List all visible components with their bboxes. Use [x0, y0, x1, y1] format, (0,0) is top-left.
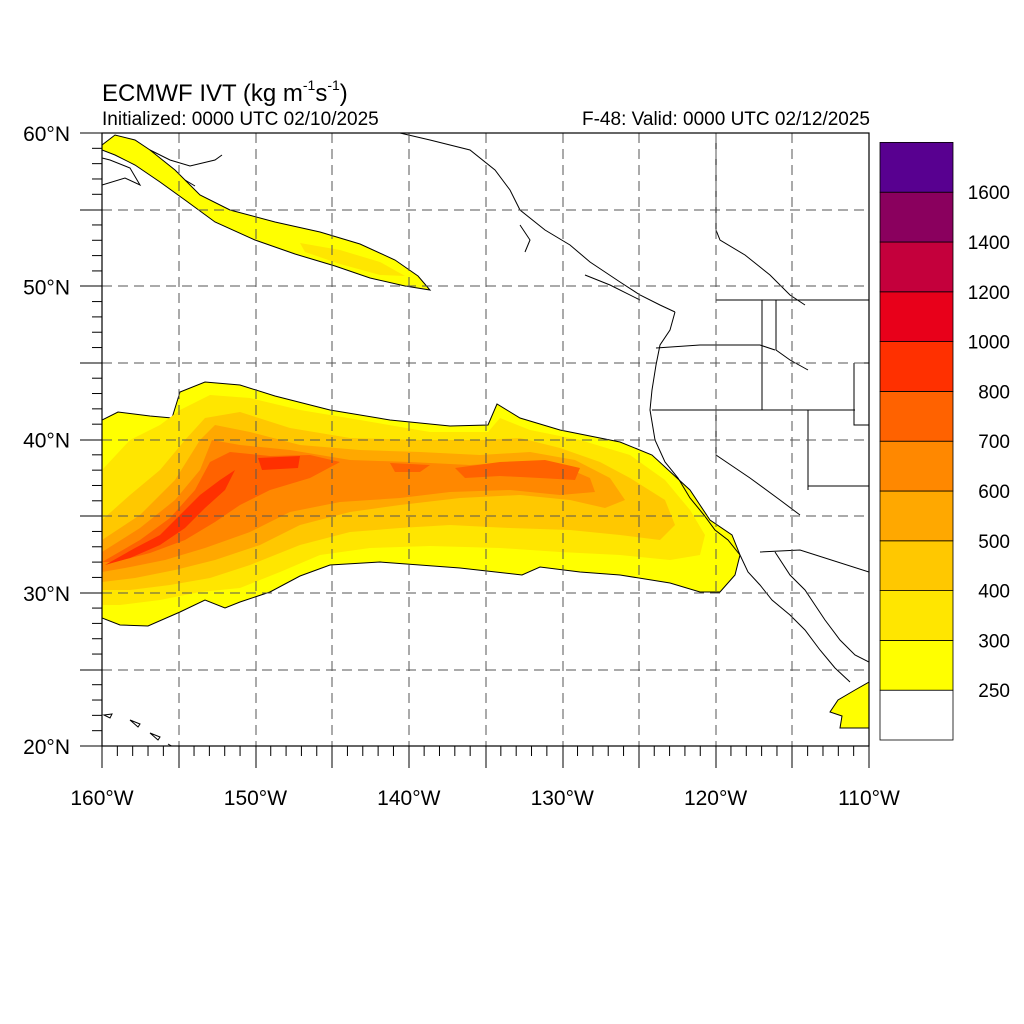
colorbar-swatch [879, 490, 954, 542]
axis-ticks [80, 132, 870, 768]
lat-tick-label: 60°N [23, 123, 70, 146]
valid-time-label: F-48: Valid: 0000 UTC 02/12/2025 [582, 109, 870, 130]
lat-tick-label: 40°N [23, 430, 70, 453]
colorbar-label: 1000 [968, 333, 1010, 354]
colorbar-swatch [879, 191, 954, 243]
colorbar-swatch [879, 341, 954, 392]
init-time-label: Initialized: 0000 UTC 02/10/2025 [102, 109, 379, 130]
lat-lon-grid [102, 133, 869, 746]
colorbar-label: 1400 [968, 233, 1010, 254]
map-title: ECMWF IVT (kg m-1s-1) [102, 77, 348, 107]
colorbar-swatch [879, 141, 954, 193]
colorbar-label: 1600 [968, 183, 1010, 204]
colorbar-label: 400 [978, 582, 1010, 603]
colorbar-label: 1200 [968, 283, 1010, 304]
lon-tick-label: 140°W [377, 787, 440, 810]
colorbar-swatch [879, 291, 954, 342]
lat-tick-label: 30°N [23, 583, 70, 606]
lon-tick-label: 120°W [684, 787, 747, 810]
colorbar: 250 300 400 500 600 700 800 1000 1200 1400 1600 [879, 141, 1010, 741]
colorbar-label: 600 [978, 482, 1010, 503]
lon-tick-label: 160°W [70, 787, 133, 810]
colorbar-swatch [879, 440, 954, 492]
colorbar-swatch [879, 590, 954, 641]
ivt-mexico-corner [829, 681, 869, 729]
colorbar-swatch [879, 540, 954, 591]
lat-tick-label: 20°N [23, 736, 70, 759]
ivt-shading [102, 134, 869, 729]
colorbar-label: 250 [978, 681, 1010, 702]
lon-tick-labels: 160°W 150°W 140°W 130°W 120°W 110°W [70, 787, 900, 810]
colorbar-swatch [879, 390, 954, 442]
colorbar-label: 800 [978, 382, 1010, 403]
coastlines [102, 133, 869, 746]
colorbar-swatch [879, 640, 954, 691]
colorbar-swatch [879, 241, 954, 293]
colorbar-label: 700 [978, 432, 1010, 453]
colorbar-label: 300 [978, 631, 1010, 652]
colorbar-label: 500 [978, 532, 1010, 553]
ivt-plume-north [102, 134, 432, 291]
lon-tick-label: 130°W [531, 787, 594, 810]
lon-tick-label: 110°W [838, 787, 900, 810]
lat-tick-label: 50°N [23, 276, 70, 299]
lat-tick-labels: 60°N 50°N 40°N 30°N 20°N [23, 123, 70, 759]
colorbar-swatch [879, 689, 954, 741]
lon-tick-label: 150°W [224, 787, 287, 810]
minor-ticks [92, 147, 855, 756]
